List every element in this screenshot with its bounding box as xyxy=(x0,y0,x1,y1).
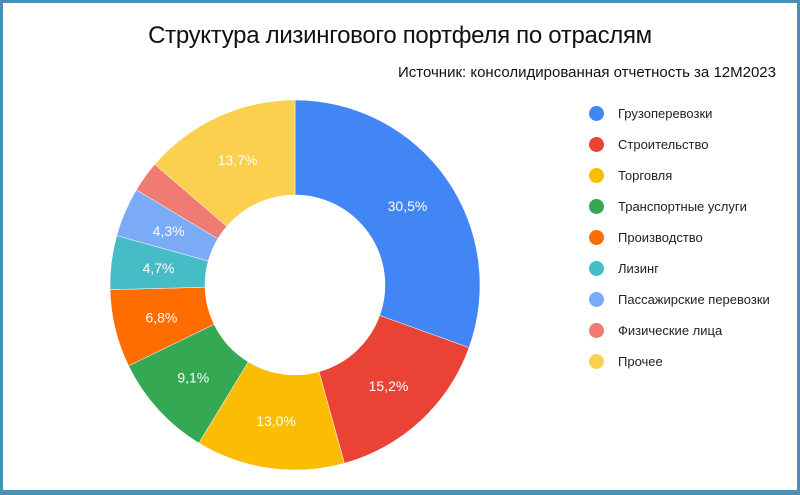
legend-dot-icon xyxy=(589,323,604,338)
slice-0 xyxy=(294,99,481,348)
slice-label: 13,7% xyxy=(218,152,258,168)
slice-label: 15,2% xyxy=(369,378,409,394)
legend-dot-icon xyxy=(589,137,604,152)
legend-label: Производство xyxy=(618,230,703,245)
slice-label: 4,7% xyxy=(143,260,175,276)
chart-legend: Грузоперевозки Строительство Торговля Транс… xyxy=(589,98,770,377)
slice-label: 30,5% xyxy=(388,198,428,214)
legend-label: Строительство xyxy=(618,137,709,152)
legend-dot-icon xyxy=(589,261,604,276)
legend-item[interactable]: Пассажирские перевозки xyxy=(589,284,770,315)
legend-item[interactable]: Торговля xyxy=(589,160,770,191)
slice-8 xyxy=(154,99,296,227)
slice-label: 9,1% xyxy=(177,370,209,386)
slice-label: 4,3% xyxy=(153,223,185,239)
legend-item[interactable]: Лизинг xyxy=(589,253,770,284)
legend-label: Прочее xyxy=(618,354,663,369)
legend-label: Пассажирские перевозки xyxy=(618,292,770,307)
legend-label: Лизинг xyxy=(618,261,659,276)
legend-dot-icon xyxy=(589,168,604,183)
legend-dot-icon xyxy=(589,199,604,214)
donut-labels: 30,5% 15,2% 13,0% 9,1% 6,8% 4,7% 4,3% 13,7% xyxy=(143,152,428,429)
slice-label: 6,8% xyxy=(145,310,177,326)
legend-label: Физические лица xyxy=(618,323,723,338)
legend-label: Торговля xyxy=(618,168,673,183)
legend-item[interactable]: Физические лица xyxy=(589,315,770,346)
legend-item[interactable]: Прочее xyxy=(589,346,770,377)
legend-dot-icon xyxy=(589,292,604,307)
legend-dot-icon xyxy=(589,230,604,245)
legend-label: Грузоперевозки xyxy=(618,106,713,121)
slice-1 xyxy=(318,315,470,464)
chart-title: Структура лизингового портфеля по отрасл… xyxy=(148,22,652,49)
legend-item[interactable]: Строительство xyxy=(589,129,770,160)
legend-dot-icon xyxy=(589,106,604,121)
legend-item[interactable]: Производство xyxy=(589,222,770,253)
slice-label: 13,0% xyxy=(256,413,296,429)
donut-slices xyxy=(109,99,481,471)
legend-dot-icon xyxy=(589,354,604,369)
legend-label: Транспортные услуги xyxy=(618,199,747,214)
legend-item[interactable]: Транспортные услуги xyxy=(589,191,770,222)
chart-subtitle: Источник: консолидированная отчетность з… xyxy=(397,64,776,81)
legend-item[interactable]: Грузоперевозки xyxy=(589,98,770,129)
